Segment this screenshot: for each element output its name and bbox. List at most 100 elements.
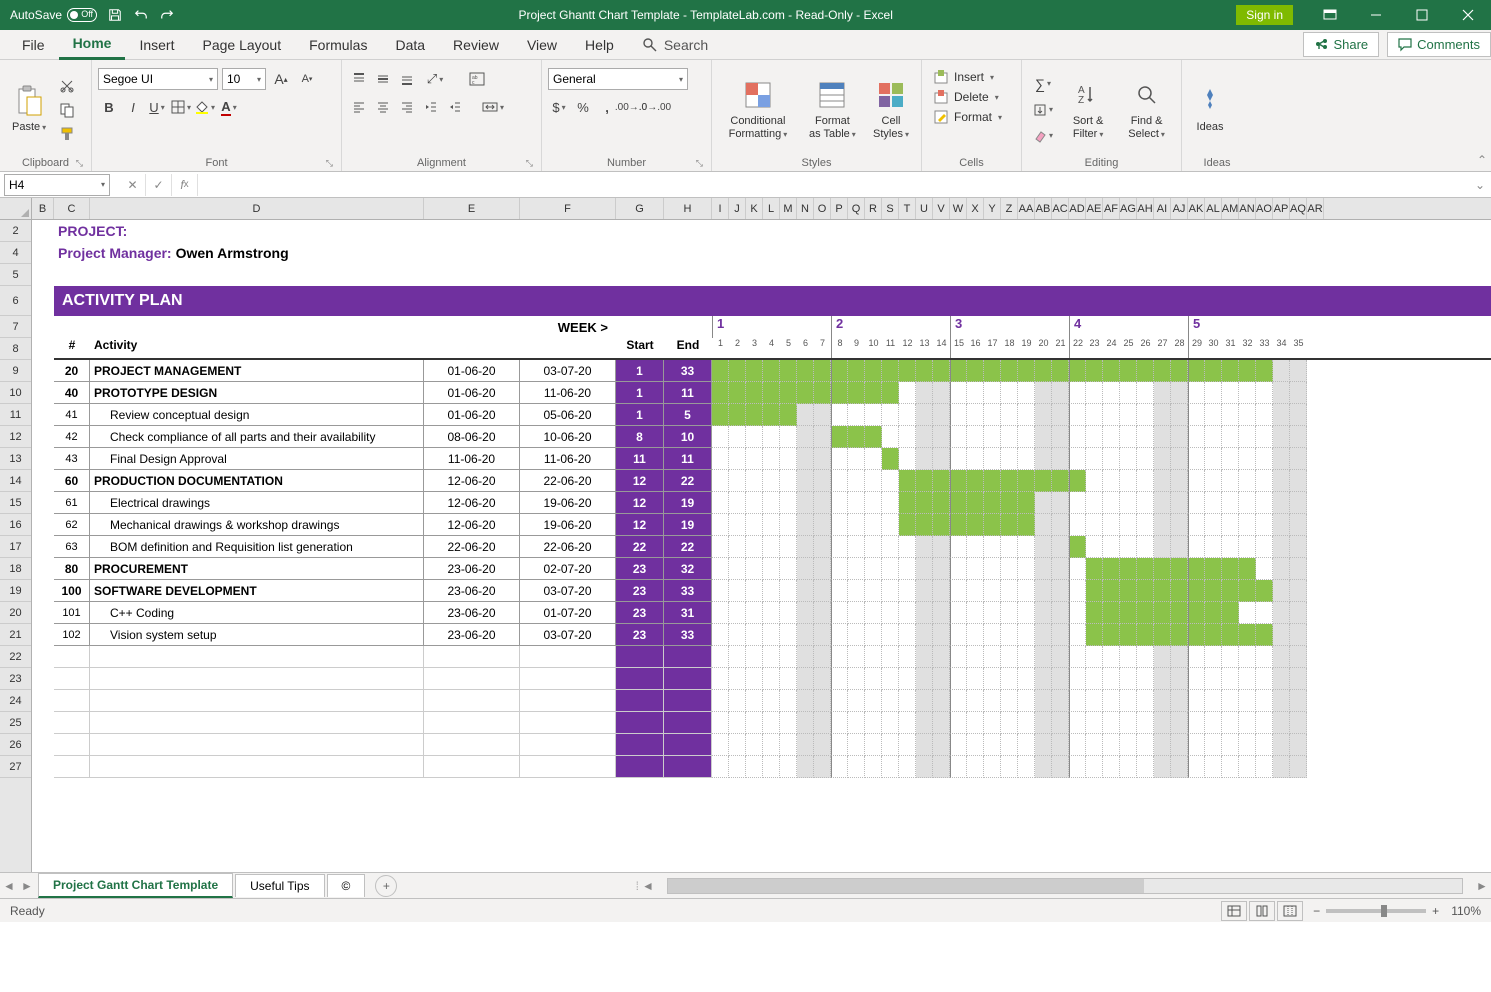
- column-header[interactable]: D: [90, 198, 424, 219]
- sheet-tab-1[interactable]: Project Gantt Chart Template: [38, 873, 233, 898]
- row-header[interactable]: 20: [0, 602, 31, 624]
- column-header[interactable]: M: [780, 198, 797, 219]
- column-header[interactable]: X: [967, 198, 984, 219]
- clear-icon[interactable]: ▾: [1028, 125, 1058, 147]
- column-header[interactable]: L: [763, 198, 780, 219]
- underline-button[interactable]: U▾: [146, 96, 168, 118]
- bold-button[interactable]: B: [98, 96, 120, 118]
- enter-formula-icon[interactable]: ✓: [146, 174, 172, 196]
- gantt-row[interactable]: 42Check compliance of all parts and thei…: [54, 426, 1491, 448]
- page-break-view-icon[interactable]: [1277, 901, 1303, 921]
- column-header[interactable]: B: [32, 198, 54, 219]
- tab-review[interactable]: Review: [439, 31, 513, 59]
- cancel-formula-icon[interactable]: ✕: [120, 174, 146, 196]
- gantt-row[interactable]: 60PRODUCTION DOCUMENTATION12-06-2022-06-…: [54, 470, 1491, 492]
- tab-home[interactable]: Home: [59, 29, 126, 60]
- align-left-icon[interactable]: [348, 96, 370, 118]
- empty-row[interactable]: [54, 712, 1491, 734]
- row-header[interactable]: 8: [0, 338, 31, 360]
- column-header[interactable]: I: [712, 198, 729, 219]
- fill-color-icon[interactable]: ▾: [194, 96, 216, 118]
- column-header[interactable]: AQ: [1290, 198, 1307, 219]
- find-select-button[interactable]: Find & Select▾: [1118, 75, 1175, 143]
- column-header[interactable]: T: [899, 198, 916, 219]
- row-header[interactable]: 6: [0, 286, 31, 316]
- ideas-button[interactable]: Ideas: [1188, 81, 1232, 137]
- row-header[interactable]: 16: [0, 514, 31, 536]
- align-top-icon[interactable]: [348, 68, 370, 90]
- align-center-icon[interactable]: [372, 96, 394, 118]
- copy-icon[interactable]: [56, 99, 78, 121]
- merge-center-icon[interactable]: ▾: [478, 96, 508, 118]
- empty-row[interactable]: [54, 668, 1491, 690]
- column-header[interactable]: Y: [984, 198, 1001, 219]
- fx-icon[interactable]: fx: [172, 174, 198, 196]
- comments-button[interactable]: Comments: [1387, 32, 1491, 57]
- font-color-icon[interactable]: A▾: [218, 96, 240, 118]
- horizontal-scrollbar[interactable]: [667, 878, 1463, 894]
- empty-row[interactable]: [54, 734, 1491, 756]
- close-icon[interactable]: [1445, 0, 1491, 30]
- row-header[interactable]: 17: [0, 536, 31, 558]
- column-headers[interactable]: BCDEFGHIJKLMNOPQRSTUVWXYZAAABACADAEAFAGA…: [32, 198, 1491, 220]
- delete-cells-button[interactable]: Delete▾: [928, 88, 1005, 106]
- format-as-table-button[interactable]: Format as Table▾: [802, 75, 863, 143]
- decrease-decimal-icon[interactable]: .0→.00: [644, 96, 666, 118]
- column-header[interactable]: Z: [1001, 198, 1018, 219]
- column-header[interactable]: R: [865, 198, 882, 219]
- share-button[interactable]: Share: [1303, 32, 1379, 57]
- zoom-out-button[interactable]: −: [1313, 904, 1320, 918]
- column-header[interactable]: Q: [848, 198, 865, 219]
- column-header[interactable]: AA: [1018, 198, 1035, 219]
- column-header[interactable]: O: [814, 198, 831, 219]
- sheet-nav-next-icon[interactable]: ►: [18, 879, 36, 893]
- column-header[interactable]: AB: [1035, 198, 1052, 219]
- column-header[interactable]: J: [729, 198, 746, 219]
- gantt-row[interactable]: 63BOM definition and Requisition list ge…: [54, 536, 1491, 558]
- tab-file[interactable]: File: [8, 31, 59, 59]
- column-header[interactable]: AR: [1307, 198, 1324, 219]
- gantt-row[interactable]: 102Vision system setup23-06-2003-07-2023…: [54, 624, 1491, 646]
- gantt-row[interactable]: 20PROJECT MANAGEMENT01-06-2003-07-20133: [54, 360, 1491, 382]
- minimize-icon[interactable]: [1353, 0, 1399, 30]
- format-painter-icon[interactable]: [56, 123, 78, 145]
- row-header[interactable]: 5: [0, 264, 31, 286]
- sort-filter-button[interactable]: AZ Sort & Filter▾: [1062, 75, 1114, 143]
- zoom-slider[interactable]: [1326, 909, 1426, 913]
- column-header[interactable]: AF: [1103, 198, 1120, 219]
- row-header[interactable]: 13: [0, 448, 31, 470]
- sheet-tab-2[interactable]: Useful Tips: [235, 874, 324, 897]
- maximize-icon[interactable]: [1399, 0, 1445, 30]
- column-header[interactable]: AM: [1222, 198, 1239, 219]
- name-box[interactable]: H4▾: [4, 174, 110, 196]
- save-icon[interactable]: [107, 7, 123, 23]
- row-header[interactable]: 21: [0, 624, 31, 646]
- column-header[interactable]: S: [882, 198, 899, 219]
- row-header[interactable]: 27: [0, 756, 31, 778]
- row-header[interactable]: 14: [0, 470, 31, 492]
- row-header[interactable]: 26: [0, 734, 31, 756]
- sheet-tab-3[interactable]: ©: [327, 874, 366, 897]
- column-header[interactable]: AC: [1052, 198, 1069, 219]
- gantt-row[interactable]: 40PROTOTYPE DESIGN01-06-2011-06-20111: [54, 382, 1491, 404]
- zoom-level[interactable]: 110%: [1451, 904, 1481, 918]
- border-icon[interactable]: ▾: [170, 96, 192, 118]
- orientation-icon[interactable]: ⤢▾: [420, 68, 450, 90]
- column-header[interactable]: AE: [1086, 198, 1103, 219]
- autosave-toggle[interactable]: AutoSave Off: [10, 8, 97, 22]
- worksheet-grid[interactable]: 2456789101112131415161718192021222324252…: [0, 198, 1491, 872]
- decrease-font-icon[interactable]: A▾: [296, 68, 318, 90]
- column-header[interactable]: K: [746, 198, 763, 219]
- row-header[interactable]: 2: [0, 220, 31, 242]
- column-header[interactable]: AK: [1188, 198, 1205, 219]
- row-header[interactable]: 23: [0, 668, 31, 690]
- font-size-combo[interactable]: 10▾: [222, 68, 266, 90]
- empty-row[interactable]: [54, 646, 1491, 668]
- column-header[interactable]: N: [797, 198, 814, 219]
- column-header[interactable]: AG: [1120, 198, 1137, 219]
- tab-page-layout[interactable]: Page Layout: [188, 31, 295, 59]
- align-right-icon[interactable]: [396, 96, 418, 118]
- column-header[interactable]: V: [933, 198, 950, 219]
- row-header[interactable]: 10: [0, 382, 31, 404]
- cell-styles-button[interactable]: Cell Styles▾: [867, 75, 915, 143]
